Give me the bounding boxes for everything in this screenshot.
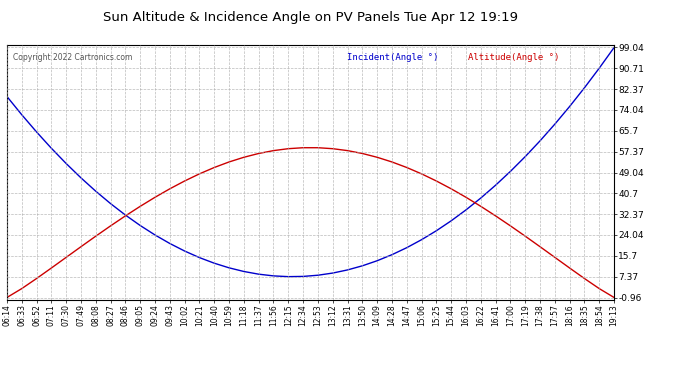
Text: Sun Altitude & Incidence Angle on PV Panels Tue Apr 12 19:19: Sun Altitude & Incidence Angle on PV Pan…: [103, 11, 518, 24]
Text: Altitude(Angle °): Altitude(Angle °): [469, 53, 560, 62]
Text: Copyright 2022 Cartronics.com: Copyright 2022 Cartronics.com: [13, 53, 132, 62]
Text: Incident(Angle °): Incident(Angle °): [347, 53, 438, 62]
